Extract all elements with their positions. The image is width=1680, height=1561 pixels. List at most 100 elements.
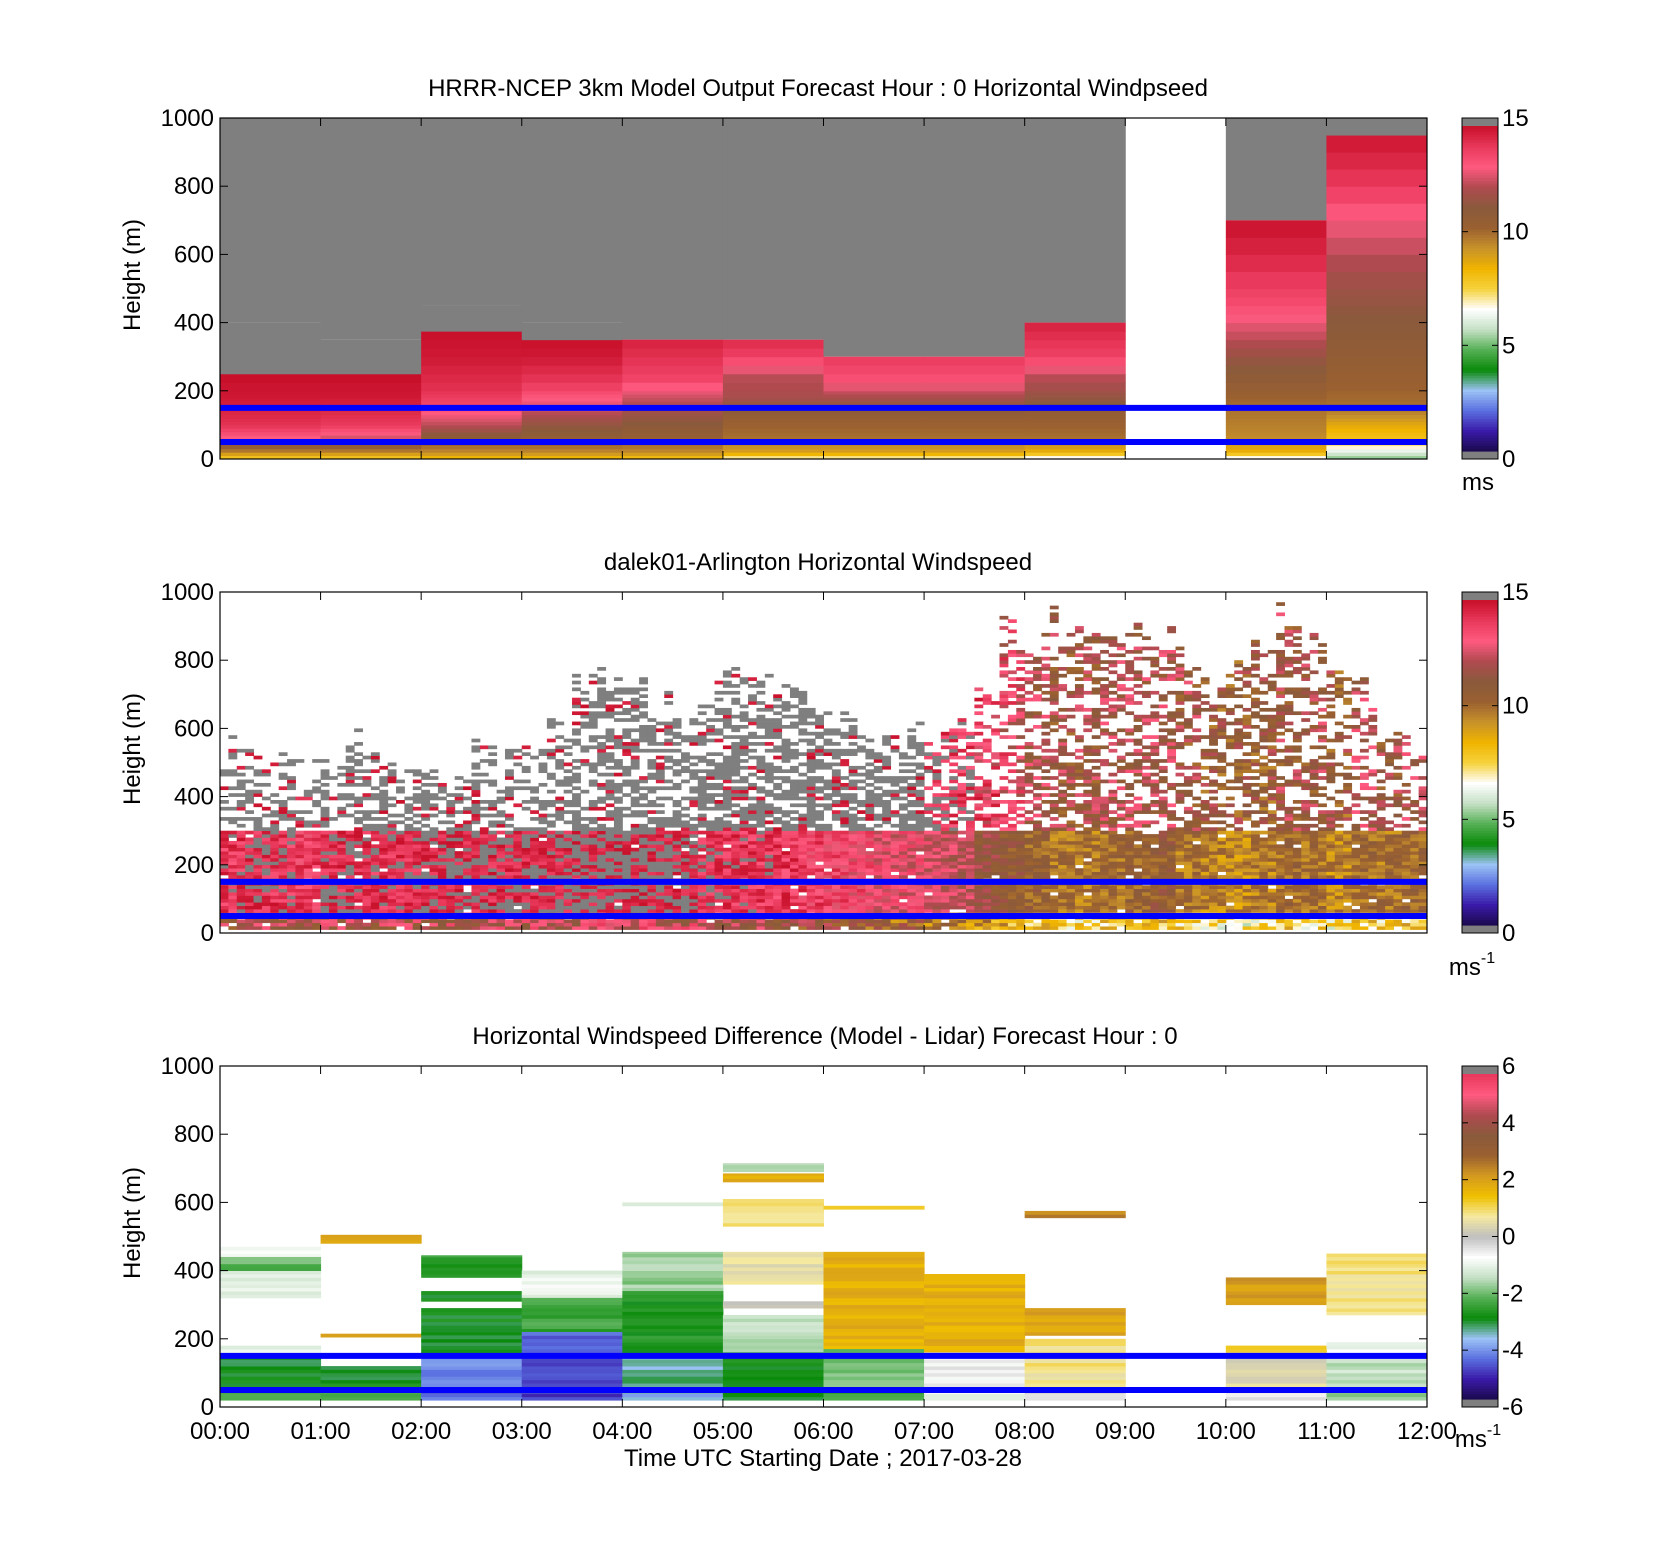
colorbar-step — [1462, 258, 1498, 263]
model-cell — [1326, 431, 1428, 436]
lidar-cell — [873, 844, 883, 849]
model-cell — [521, 401, 623, 405]
lidar-cell — [756, 905, 766, 910]
lidar-cell — [496, 868, 506, 872]
lidar-cell — [865, 830, 875, 835]
lidar-cell — [362, 854, 372, 859]
lidar-cell — [681, 851, 690, 855]
lidar-cell — [1033, 687, 1042, 692]
lidar-cell — [320, 898, 330, 903]
lidar-cell — [965, 820, 975, 825]
lidar-cell — [446, 837, 456, 842]
lidar-cell — [672, 905, 682, 910]
lidar-cell — [588, 847, 598, 852]
lidar-cell — [974, 817, 984, 821]
lidar-cell — [295, 830, 305, 835]
lidar-cell — [546, 885, 556, 889]
lidar-cell — [739, 919, 749, 924]
lidar-cell — [731, 667, 741, 671]
model-cell — [521, 435, 623, 440]
lidar-cell — [689, 800, 699, 804]
lidar-cell — [915, 844, 925, 849]
lidar-cell — [1016, 806, 1026, 811]
lidar-cell — [773, 844, 783, 849]
colorbar-step — [1462, 131, 1498, 135]
lidar-cell — [898, 789, 908, 794]
model-cell — [722, 445, 824, 450]
lidar-cell — [278, 888, 288, 893]
lidar-cell — [337, 895, 347, 900]
lidar-cell — [697, 806, 707, 811]
lidar-cell — [689, 772, 699, 777]
lidar-cell — [731, 803, 741, 808]
lidar-cell — [1033, 694, 1042, 699]
lidar-cell — [731, 759, 741, 763]
lidar-cell — [991, 765, 1001, 770]
colorbar-step — [1462, 196, 1498, 200]
lidar-cell — [572, 793, 581, 797]
model-cell — [622, 455, 724, 460]
lidar-cell — [555, 892, 565, 896]
lidar-cell — [345, 854, 355, 859]
lidar-cell — [446, 800, 456, 804]
lidar-cell — [328, 844, 338, 849]
lidar-cell — [345, 895, 355, 900]
lidar-cell — [421, 837, 431, 842]
lidar-cell — [463, 898, 472, 903]
lidar-cell — [773, 769, 783, 774]
lidar-cell — [328, 871, 338, 876]
lidar-cell — [714, 680, 724, 685]
lidar-cell — [345, 840, 355, 845]
lidar-cell — [295, 868, 305, 872]
lidar-cell — [924, 861, 933, 866]
lidar-cell — [865, 772, 875, 777]
colorbar-step — [1462, 272, 1498, 276]
lidar-cell — [379, 817, 389, 821]
lidar-cell — [245, 919, 255, 924]
lidar-cell — [974, 789, 984, 794]
lidar-cell — [588, 840, 598, 845]
lidar-cell — [1033, 902, 1042, 907]
lidar-cell — [865, 748, 875, 753]
lidar-cell — [915, 820, 925, 825]
lidar-cell — [261, 834, 271, 838]
lidar-cell — [613, 926, 623, 930]
lidar-cell — [387, 779, 397, 784]
model-cell — [924, 356, 1026, 366]
lidar-cell — [781, 793, 791, 797]
lidar-cell — [278, 830, 288, 835]
lidar-cell — [337, 765, 347, 770]
lidar-cell — [580, 885, 590, 889]
lidar-cell — [957, 772, 967, 777]
lidar-cell — [748, 902, 757, 907]
lidar-cell — [546, 875, 556, 879]
lidar-cell — [748, 857, 757, 862]
lidar-cell — [370, 892, 380, 896]
lidar-cell — [504, 864, 514, 869]
lidar-cell — [974, 837, 984, 842]
lidar-cell — [831, 830, 841, 835]
lidar-cell — [245, 905, 255, 910]
lidar-cell — [806, 885, 816, 889]
lidar-cell — [882, 857, 892, 862]
lidar-cell — [1024, 697, 1034, 702]
lidar-cell — [236, 772, 246, 777]
lidar-cell — [555, 765, 565, 770]
model-cell — [320, 452, 422, 457]
lidar-cell — [672, 909, 682, 913]
reference-lines-hrrr — [220, 404, 1427, 445]
lidar-cell — [404, 844, 414, 849]
lidar-cell — [949, 820, 959, 825]
colorbar-step — [1462, 345, 1498, 349]
lidar-cell — [228, 926, 238, 930]
lidar-cell — [932, 885, 942, 889]
lidar-cell — [999, 721, 1009, 726]
lidar-cell — [882, 861, 892, 866]
lidar-cell — [924, 857, 933, 862]
lidar-cell — [689, 885, 699, 889]
lidar-cell — [437, 796, 447, 801]
lidar-cell — [580, 714, 590, 719]
lidar-cell — [722, 885, 732, 889]
lidar-cell — [798, 854, 808, 859]
lidar-cell — [396, 864, 405, 869]
